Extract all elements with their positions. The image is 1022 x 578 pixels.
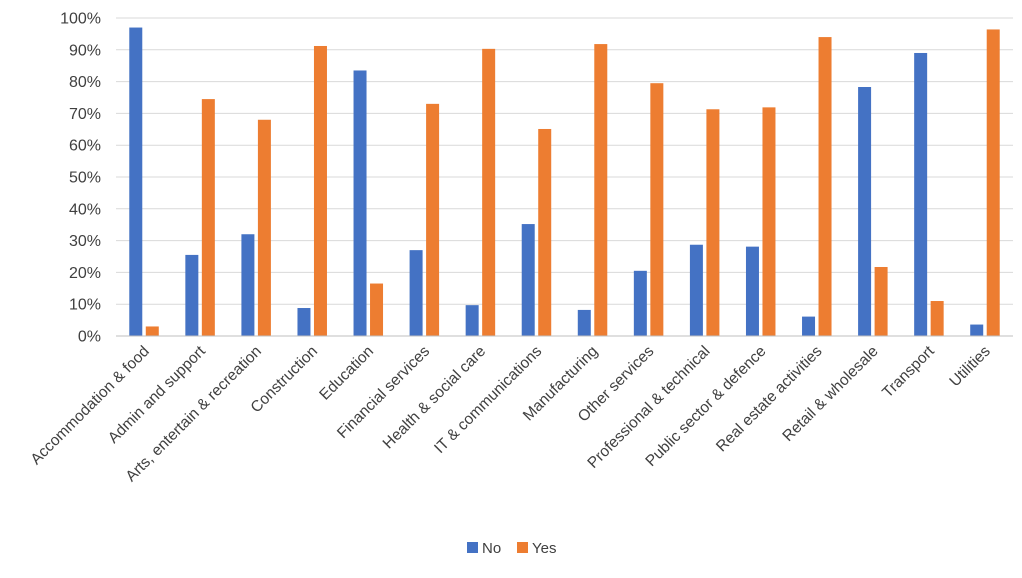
x-category-label: Retail & wholesale [779, 343, 881, 445]
bar-yes [313, 45, 327, 336]
legend-swatch-no [467, 542, 478, 553]
x-category-label: IT & communications [431, 343, 545, 457]
x-category-label: Admin and support [105, 342, 210, 447]
bar-yes [874, 266, 888, 336]
bar-yes [818, 37, 832, 336]
y-tick-label: 30% [69, 233, 101, 250]
y-axis-tick-labels: 0% 10% 20% 30% 40% 50% 60% 70% 80% 90% 100% [60, 11, 101, 346]
bar-yes [930, 301, 944, 336]
y-tick-label: 80% [69, 74, 101, 91]
bar-no [745, 246, 759, 336]
bar-no [521, 224, 535, 336]
y-tick-label: 60% [69, 138, 101, 155]
x-category-label: Real estate activities [713, 343, 826, 456]
y-tick-label: 70% [69, 106, 101, 123]
bar-no [185, 254, 199, 336]
y-tick-label: 90% [69, 42, 101, 59]
y-tick-label: 40% [69, 201, 101, 218]
bar-no [970, 324, 984, 336]
legend-swatch-yes [517, 542, 528, 553]
bar-no [129, 27, 143, 336]
bar-no [409, 250, 423, 336]
bar-yes [145, 326, 159, 336]
bar-yes [426, 103, 440, 336]
y-tick-label: 0% [78, 329, 101, 346]
bar-no [297, 308, 311, 336]
bar-yes [706, 109, 720, 337]
bar-yes [257, 119, 271, 336]
bar-yes [594, 44, 608, 337]
x-category-label: Financial services [334, 343, 433, 442]
y-tick-label: 20% [69, 265, 101, 282]
x-category-label: Health & social care [380, 343, 489, 452]
bar-no [689, 244, 703, 336]
bar-no [633, 270, 647, 336]
bar-no [465, 305, 479, 336]
bar-no [241, 234, 255, 336]
bar-yes [986, 29, 1000, 337]
legend-label-no: No [482, 540, 501, 557]
x-category-label: Education [316, 343, 377, 404]
bar-no [802, 316, 816, 336]
x-category-label: Transport [879, 342, 938, 401]
bar-yes [762, 107, 776, 336]
legend: No Yes [467, 540, 556, 557]
bars [129, 27, 1000, 337]
bar-yes [482, 48, 496, 336]
y-tick-label: 50% [69, 170, 101, 187]
legend-label-yes: Yes [532, 540, 556, 557]
bar-yes [370, 283, 384, 336]
x-category-label: Utilities [946, 343, 994, 391]
bar-yes [201, 99, 215, 336]
bar-no [577, 309, 591, 336]
y-tick-label: 100% [60, 11, 101, 28]
bar-yes [538, 128, 552, 336]
bar-no [353, 70, 367, 336]
bar-no [858, 87, 872, 336]
bar-no [914, 52, 928, 336]
bar-yes [650, 83, 664, 336]
y-tick-label: 10% [69, 297, 101, 314]
